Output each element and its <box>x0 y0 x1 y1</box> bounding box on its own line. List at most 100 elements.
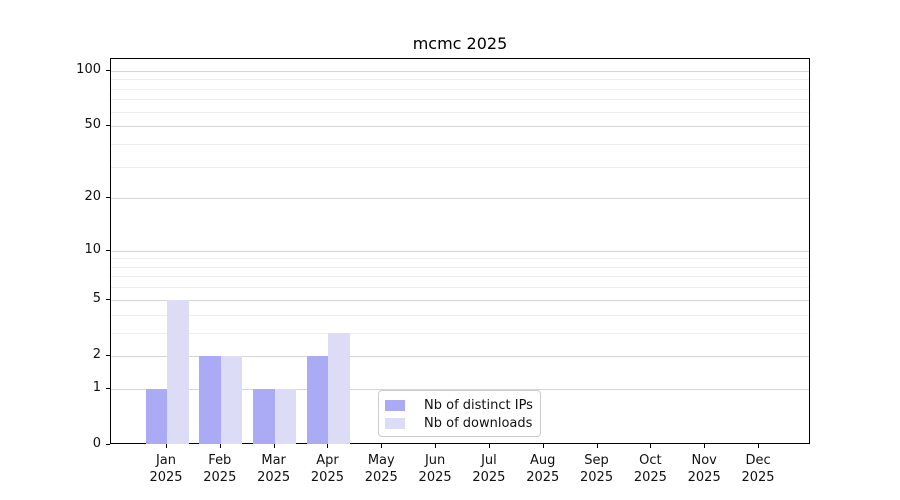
y-tick-mark <box>106 197 110 199</box>
x-tick-label: Feb 2025 <box>185 452 255 486</box>
bar <box>145 388 167 444</box>
legend-swatch-distinct-ips-icon <box>385 399 405 411</box>
gridline <box>111 258 809 260</box>
x-tick-year: 2025 <box>633 470 667 485</box>
x-tick-label: Jun 2025 <box>400 452 470 486</box>
x-tick-year: 2025 <box>580 470 614 485</box>
x-tick-year: 2025 <box>257 470 291 485</box>
plot-area <box>110 58 810 444</box>
x-tick-month: Aug <box>530 453 556 468</box>
y-tick-mark <box>106 125 110 127</box>
gridline <box>111 250 809 252</box>
legend-item-downloads: Nb of downloads <box>385 415 532 431</box>
x-tick-month: Jul <box>481 453 497 468</box>
x-tick-month: Oct <box>639 453 662 468</box>
bar <box>328 332 350 444</box>
y-tick-label: 5 <box>92 290 101 306</box>
x-tick-mark <box>704 444 706 448</box>
x-tick-year: 2025 <box>149 470 183 485</box>
x-tick-year: 2025 <box>203 470 237 485</box>
x-tick-year: 2025 <box>741 470 775 485</box>
gridline <box>111 79 809 81</box>
legend: Nb of distinct IPs Nb of downloads <box>378 390 541 437</box>
gridline <box>111 266 809 268</box>
gridline <box>111 126 809 128</box>
x-tick-mark <box>596 444 598 448</box>
gridline <box>111 314 809 316</box>
y-tick-mark <box>106 249 110 251</box>
x-tick-label: Nov 2025 <box>669 452 739 486</box>
gridline <box>111 287 809 289</box>
legend-label: Nb of distinct IPs <box>424 397 533 413</box>
bar <box>274 388 297 444</box>
x-tick-label: Jul 2025 <box>454 452 524 486</box>
x-tick-month: Nov <box>691 453 717 468</box>
y-tick-mark <box>106 354 110 356</box>
legend-item-distinct-ips: Nb of distinct IPs <box>385 397 533 413</box>
x-tick-month: Jun <box>424 453 446 468</box>
x-tick-mark <box>488 444 490 448</box>
x-tick-label: Sep 2025 <box>562 452 632 486</box>
x-tick-year: 2025 <box>472 470 506 485</box>
y-tick-label: 2 <box>92 346 101 362</box>
y-tick-label: 20 <box>84 189 101 205</box>
gridline <box>111 388 809 390</box>
x-tick-label: Dec 2025 <box>723 452 793 486</box>
x-tick-month: Mar <box>261 453 286 468</box>
gridline <box>111 198 809 200</box>
y-tick-mark <box>106 69 110 71</box>
gridline <box>111 88 809 90</box>
x-tick-year: 2025 <box>687 470 721 485</box>
x-tick-mark <box>381 444 383 448</box>
chart-title: mcmc 2025 <box>412 34 508 53</box>
gridline <box>111 299 809 301</box>
bar <box>306 355 329 444</box>
bar <box>220 355 243 444</box>
x-tick-label: May 2025 <box>346 452 416 486</box>
gridline <box>111 99 809 101</box>
x-tick-mark <box>435 444 437 448</box>
x-tick-label: Mar 2025 <box>239 452 309 486</box>
x-tick-mark <box>219 444 221 448</box>
y-tick-mark <box>106 298 110 300</box>
x-tick-year: 2025 <box>526 470 560 485</box>
x-tick-year: 2025 <box>310 470 344 485</box>
y-tick-label: 50 <box>84 117 101 133</box>
y-tick-label: 100 <box>76 61 101 77</box>
x-tick-mark <box>273 444 275 448</box>
x-tick-mark <box>758 444 760 448</box>
x-tick-month: May <box>367 453 395 468</box>
y-tick-label: 10 <box>84 241 101 257</box>
y-tick-label: 0 <box>92 436 101 451</box>
x-tick-mark <box>542 444 544 448</box>
bar <box>199 355 221 444</box>
legend-label: Nb of downloads <box>424 415 533 431</box>
x-tick-mark <box>166 444 167 448</box>
x-tick-month: Apr <box>316 453 339 468</box>
gridline <box>111 111 809 113</box>
x-tick-label: Apr 2025 <box>292 452 362 486</box>
x-tick-month: Dec <box>745 453 771 468</box>
x-tick-mark <box>650 444 652 448</box>
gridline <box>111 332 809 334</box>
gridline <box>111 70 809 72</box>
x-tick-month: Jan <box>155 453 177 468</box>
x-tick-month: Sep <box>584 453 609 468</box>
x-tick-label: Aug 2025 <box>508 452 578 486</box>
bar <box>167 299 189 444</box>
x-tick-year: 2025 <box>364 470 398 485</box>
x-tick-label: Jan 2025 <box>131 452 201 486</box>
x-tick-month: Feb <box>208 453 232 468</box>
gridline <box>111 166 809 168</box>
y-tick-mark <box>106 444 110 445</box>
y-tick-label: 1 <box>92 379 101 395</box>
legend-swatch-downloads-icon <box>385 417 405 429</box>
bar <box>253 388 275 444</box>
gridline <box>111 355 809 357</box>
gridline <box>111 276 809 278</box>
gridline <box>111 143 809 145</box>
x-tick-year: 2025 <box>418 470 452 485</box>
x-tick-label: Oct 2025 <box>615 452 685 486</box>
x-tick-mark <box>327 444 329 448</box>
